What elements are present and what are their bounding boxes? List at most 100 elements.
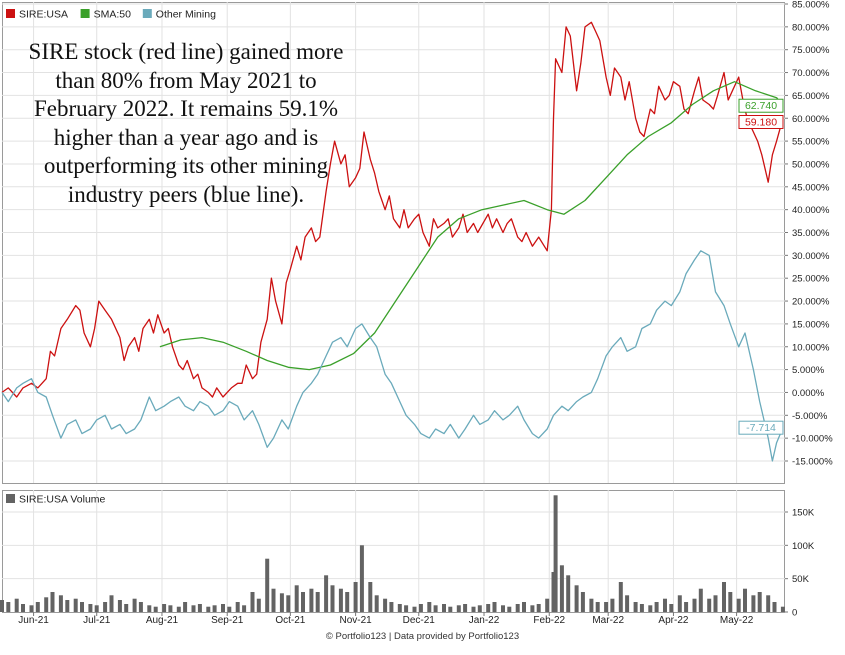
volume-bar	[44, 597, 49, 612]
x-tick-label: Jan-22	[469, 615, 500, 626]
volume-bar	[103, 602, 108, 612]
volume-bar	[212, 605, 217, 612]
chart-annotation: SIRE stock (red line) gained more than 8…	[28, 39, 344, 207]
volume-bar	[766, 595, 771, 612]
volume-bar	[21, 604, 25, 612]
volume-bar	[780, 606, 785, 612]
volume-bar	[580, 592, 585, 612]
volume-bar	[545, 598, 550, 612]
y-tick-label: 65.000%	[792, 91, 830, 102]
volume-bar	[456, 605, 461, 612]
volume-bar	[743, 588, 747, 612]
y-tick-label: 60.000%	[792, 114, 830, 125]
y-tick-label: 35.000%	[792, 228, 830, 239]
x-tick-label: Feb-22	[533, 615, 565, 626]
legend-label: Other Mining	[156, 9, 216, 21]
volume-bar	[404, 605, 409, 612]
y-tick-label: 0.000%	[792, 388, 825, 399]
volume-bar	[471, 606, 476, 612]
volume-bar	[669, 604, 674, 612]
volume-bar	[29, 605, 34, 612]
volume-bar	[138, 602, 143, 612]
volume-bar	[88, 604, 93, 612]
volume-bar	[124, 604, 129, 612]
volume-bar	[448, 606, 453, 612]
volume-bar	[595, 602, 600, 612]
volume-bar	[315, 592, 320, 612]
volume-bar	[0, 600, 4, 612]
volume-bar	[227, 606, 232, 612]
volume-bar	[168, 605, 173, 612]
volume-bar	[713, 595, 718, 612]
volume-bar	[463, 604, 468, 612]
end-value-box	[738, 114, 784, 129]
end-value-label: -7.714	[746, 422, 776, 434]
volume-bar	[486, 604, 491, 612]
x-tick-label: May-22	[720, 615, 754, 626]
volume-bar	[757, 592, 762, 612]
volume-bar	[707, 598, 712, 612]
y-tick-label: 15.000%	[792, 319, 830, 330]
y-tick-label: 80.000%	[792, 22, 830, 33]
volume-bar	[728, 592, 733, 612]
volume-bar	[536, 604, 541, 612]
volume-bar	[162, 604, 167, 612]
x-tick-label: Apr-22	[658, 615, 688, 626]
legend-swatch	[80, 9, 90, 18]
volume-bar	[242, 605, 247, 612]
y-tick-label: -15.000%	[792, 457, 833, 468]
volume-y-tick-label: 0	[792, 608, 797, 619]
y-tick-label: 70.000%	[792, 68, 830, 79]
volume-bar	[692, 598, 697, 612]
volume-bar	[359, 545, 364, 612]
main-panel-frame	[2, 2, 785, 484]
y-tick-label: -10.000%	[792, 434, 833, 445]
volume-y-tick-label: 150K	[792, 508, 815, 519]
volume-y-tick-label: 100K	[792, 541, 815, 552]
volume-bar	[330, 585, 335, 612]
volume-bar	[751, 595, 756, 612]
end-value-box	[738, 420, 784, 435]
end-value-label: 62.740	[745, 100, 777, 112]
volume-bar	[50, 592, 55, 612]
legend-swatch	[142, 9, 152, 18]
y-tick-label: -5.000%	[792, 411, 828, 422]
volume-bar	[109, 595, 114, 612]
end-value-label: 59.180	[745, 116, 777, 128]
volume-bar	[294, 585, 299, 612]
volume-bar	[501, 605, 505, 612]
end-value-box	[738, 98, 784, 113]
volume-bar	[256, 598, 261, 612]
volume-bar	[221, 604, 225, 612]
volume-bar	[132, 598, 137, 612]
volume-bar	[574, 585, 579, 612]
volume-bar	[442, 604, 446, 612]
volume-bar	[235, 602, 240, 612]
volume-bar	[522, 602, 526, 612]
legend-label: SMA:50	[94, 9, 132, 21]
volume-bar	[389, 602, 394, 612]
volume-bar	[265, 558, 270, 612]
volume-bar	[353, 582, 358, 612]
volume-bar	[625, 595, 630, 612]
x-tick-label: Mar-22	[592, 615, 624, 626]
volume-bar	[477, 605, 482, 612]
volume-bar	[206, 606, 211, 612]
volume-bar	[383, 598, 388, 612]
volume-bar	[654, 602, 659, 612]
series-line-sire-usa	[1, 21, 784, 398]
volume-bar	[338, 588, 343, 612]
chart-footer: © Portfolio123 | Data provided by Portfo…	[325, 631, 520, 642]
y-tick-label: 30.000%	[792, 251, 830, 262]
volume-bar	[633, 602, 638, 612]
volume-bar	[663, 598, 667, 612]
volume-legend-swatch	[6, 494, 15, 503]
volume-bar	[80, 602, 84, 612]
x-tick-label: Oct-21	[275, 615, 305, 626]
volume-bar	[604, 602, 609, 612]
volume-bar	[345, 592, 350, 612]
y-tick-label: 50.000%	[792, 159, 830, 170]
volume-bar	[698, 588, 703, 612]
x-tick-label: Nov-21	[339, 615, 372, 626]
volume-bar	[772, 602, 777, 612]
